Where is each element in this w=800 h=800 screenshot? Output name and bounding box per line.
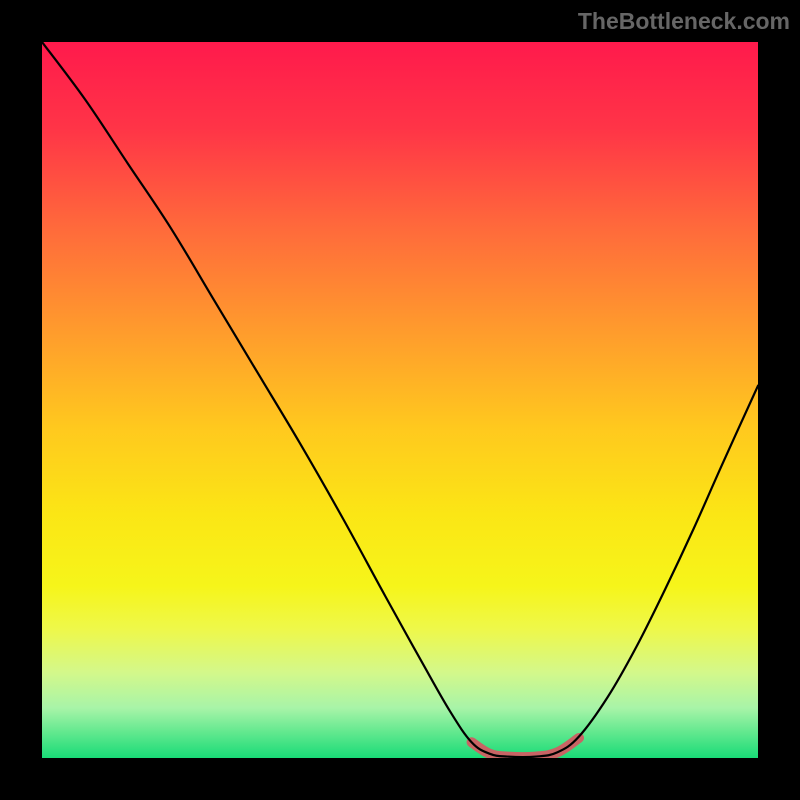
watermark-text: TheBottleneck.com — [578, 8, 790, 35]
plot-svg — [42, 42, 758, 758]
plot-area — [42, 42, 758, 758]
gradient-background — [42, 42, 758, 758]
chart-container: TheBottleneck.com — [0, 0, 800, 800]
